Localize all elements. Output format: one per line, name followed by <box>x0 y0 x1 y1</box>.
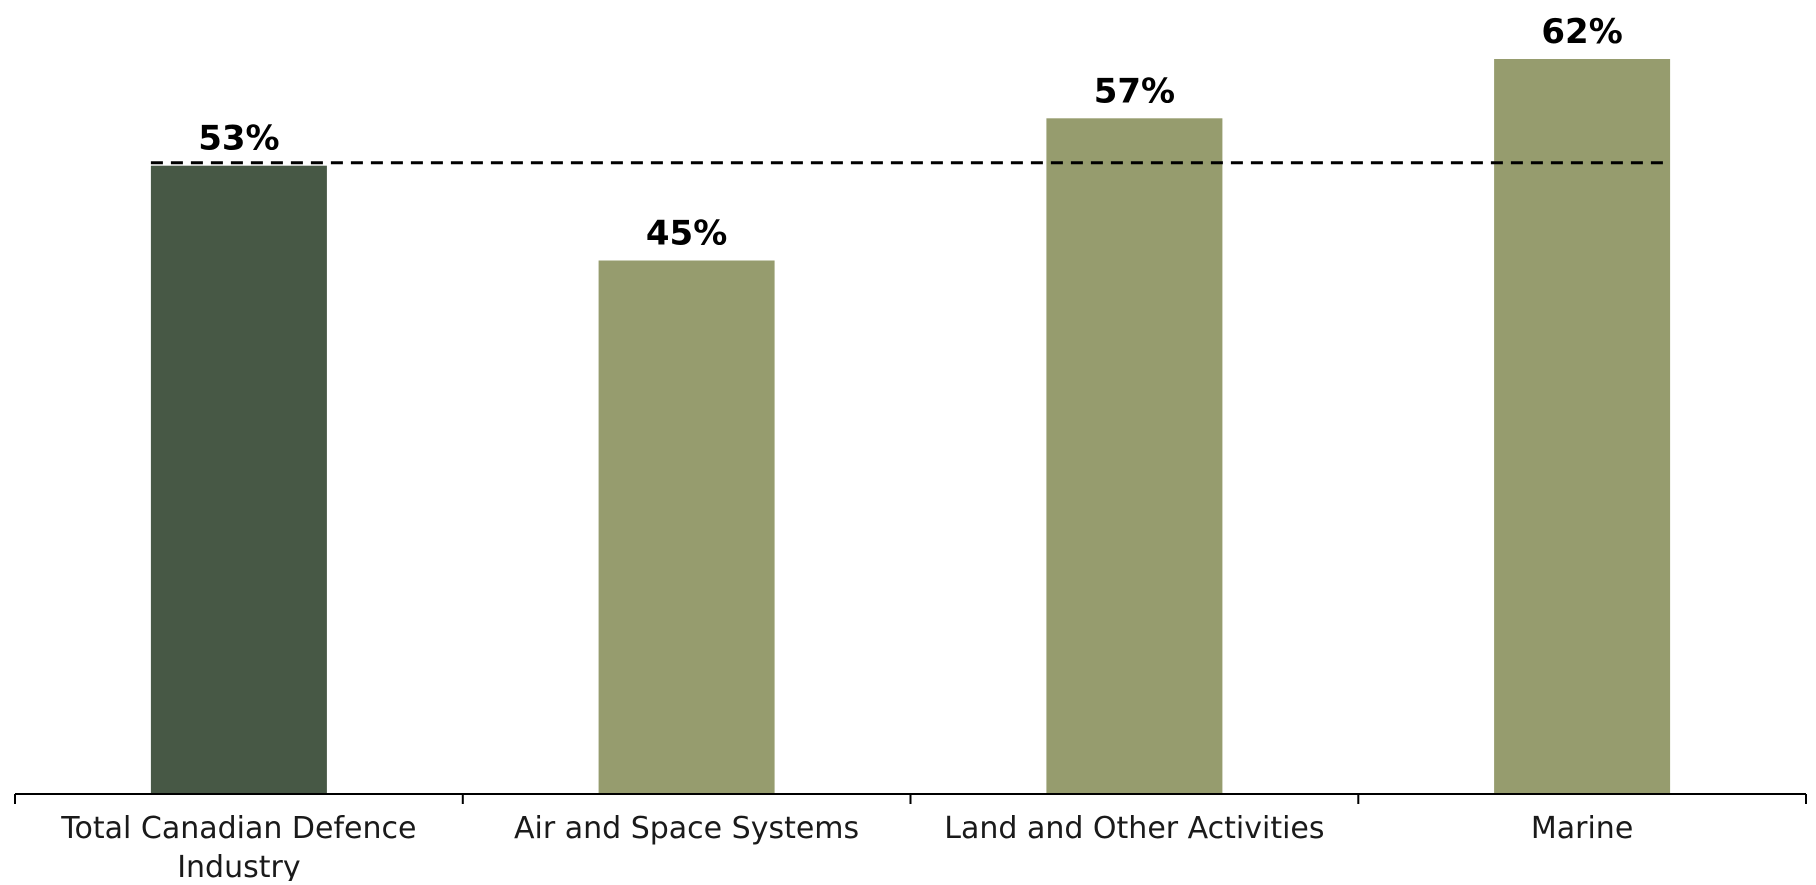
category-label-line: Marine <box>1531 811 1633 846</box>
data-label-0: 53% <box>198 119 279 159</box>
bar-2 <box>1046 118 1223 795</box>
category-label-2: Land and Other Activities <box>944 811 1324 846</box>
bars-layer <box>150 59 1671 795</box>
x-axis <box>14 793 1807 804</box>
category-label-3: Marine <box>1531 811 1633 846</box>
bar-1 <box>598 260 775 794</box>
data-label-1: 45% <box>646 214 727 254</box>
bar-0 <box>150 165 327 794</box>
category-label-line: Air and Space Systems <box>514 811 859 846</box>
data-label-2: 57% <box>1094 71 1175 111</box>
category-label-1: Air and Space Systems <box>514 811 859 846</box>
category-label-line: Industry <box>177 850 300 881</box>
bar-3 <box>1494 59 1671 794</box>
data-label-3: 62% <box>1541 12 1622 52</box>
category-label-0: Total Canadian Defence Industry <box>60 811 416 881</box>
category-label-line: Land and Other Activities <box>944 811 1324 846</box>
labels-layer: 53% Total Canadian Defence Industry 45% Air … <box>60 12 1633 885</box>
category-label-line: Total Canadian Defence <box>60 811 416 846</box>
